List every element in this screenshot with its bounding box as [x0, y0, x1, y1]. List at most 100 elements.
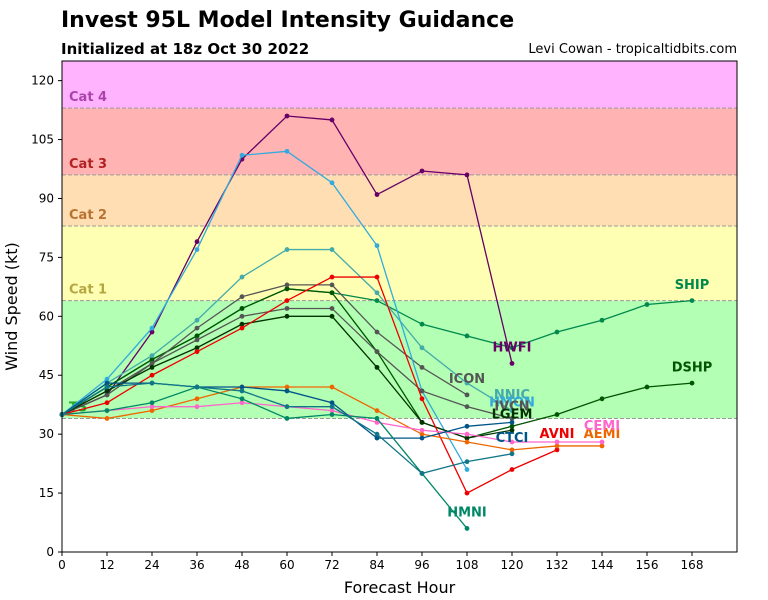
series-label-ivcn: IVCN [494, 400, 529, 415]
data-point-avni [239, 325, 245, 331]
data-point-avni [509, 467, 515, 472]
series-label-hmni: HMNI [447, 506, 487, 521]
series-label-ship: SHIP [675, 278, 710, 293]
y-tick-label: 0 [46, 545, 54, 559]
data-point-dshp [194, 333, 200, 339]
data-point-dtop [104, 384, 110, 390]
data-point-dtop [284, 404, 290, 410]
data-point-dshp [284, 286, 290, 292]
series-line-avni [61, 276, 558, 494]
x-tick-label: 0 [58, 558, 66, 572]
data-point-hmon [374, 243, 380, 249]
data-point-dshp [509, 423, 515, 429]
data-point-lgem [329, 313, 335, 319]
data-point-hmon [149, 325, 155, 331]
data-point-icon [419, 364, 425, 370]
data-point-dtop [464, 459, 470, 465]
y-tick-label: 30 [39, 427, 54, 441]
x-tick-label: 96 [414, 558, 429, 572]
data-point-nnic [239, 274, 245, 280]
data-point-hmon [194, 247, 200, 252]
data-point-ctci [104, 380, 110, 386]
data-point-lgem [104, 388, 110, 394]
band-cat-4 [62, 61, 737, 109]
data-point-ivcn [239, 313, 245, 319]
data-point-cemi [194, 404, 200, 410]
data-point-aemi [599, 443, 605, 449]
data-point-cemi [419, 427, 425, 433]
data-point-dtop [509, 451, 515, 457]
chart-title: Invest 95L Model Intensity Guidance [61, 8, 515, 33]
series-lines [59, 113, 695, 531]
y-tick-label: 15 [39, 486, 54, 500]
data-point-ship [644, 302, 650, 307]
band-label-cat-3: Cat 3 [69, 157, 107, 172]
data-point-hwfi [374, 192, 380, 197]
data-point-nnic [374, 290, 380, 296]
series-line-hmni [61, 386, 468, 529]
data-point-hwfi [194, 239, 200, 245]
data-point-dshp [239, 306, 245, 311]
y-tick-label: 90 [39, 191, 54, 205]
data-point-lgem [374, 364, 380, 370]
data-point-avni [329, 274, 335, 280]
data-point-hmon [239, 152, 245, 158]
data-point-icon [284, 282, 290, 288]
data-point-cemi [239, 400, 245, 406]
data-point-ship [689, 298, 695, 304]
x-tick-label: 12 [99, 558, 114, 572]
data-point-aemi [419, 431, 425, 437]
x-tick-label: 72 [324, 558, 339, 572]
data-point-avni [104, 400, 110, 406]
y-tick-label: 60 [39, 309, 54, 323]
data-point-avni [149, 372, 155, 378]
data-point-lgem [149, 364, 155, 370]
data-point-aemi [464, 439, 470, 445]
data-point-cemi [554, 439, 560, 445]
data-point-hmni [329, 412, 335, 417]
x-tick-label: 36 [189, 558, 204, 572]
data-point-dtop [329, 404, 335, 410]
data-point-hmni [464, 526, 470, 531]
data-point-aemi [554, 443, 560, 449]
data-point-ctci [284, 388, 290, 394]
data-point-ivcn [374, 349, 380, 355]
data-point-ctci [329, 400, 335, 406]
data-point-dtop [149, 380, 155, 386]
series-label-aemi: AEMI [584, 427, 621, 442]
data-point-aemi [149, 408, 155, 413]
data-point-cemi [329, 408, 335, 413]
data-point-cemi [464, 431, 470, 437]
data-point-lgem [509, 427, 515, 433]
band-cat-1 [62, 225, 737, 301]
data-point-cemi [374, 419, 380, 425]
data-point-lgem [239, 321, 245, 327]
data-point-aemi [329, 384, 335, 390]
data-point-icon [104, 392, 110, 398]
series-line-hmon [61, 150, 468, 470]
band-label-cat-4: Cat 4 [69, 90, 107, 105]
data-point-aemi [284, 384, 290, 390]
y-tick-label: 45 [39, 368, 54, 382]
data-point-dshp [599, 396, 605, 402]
data-point-avni [194, 349, 200, 355]
band-label-cat-2: Cat 2 [69, 208, 107, 223]
x-tick-label: 48 [234, 558, 249, 572]
data-point-ivcn [284, 306, 290, 311]
data-point-ship [554, 329, 560, 335]
data-point-ivcn [464, 404, 470, 410]
y-axis: 0 15 30 45 60 75 90 105 120 [31, 74, 62, 559]
data-point-dtop [194, 384, 200, 390]
series-label-avni: AVNI [540, 427, 575, 442]
band-cat-3 [62, 108, 737, 175]
data-point-hmni [104, 408, 110, 413]
x-axis: 0 12 24 36 48 60 72 84 96 108 120 132 144 156 168 [58, 552, 703, 572]
data-point-ctci [374, 435, 380, 441]
x-tick-label: 144 [591, 558, 614, 572]
data-point-nnic [419, 345, 425, 351]
y-tick-label: 105 [31, 133, 54, 147]
data-point-hwfi [149, 329, 155, 335]
series-label-hwfi: HWFI [493, 341, 532, 356]
